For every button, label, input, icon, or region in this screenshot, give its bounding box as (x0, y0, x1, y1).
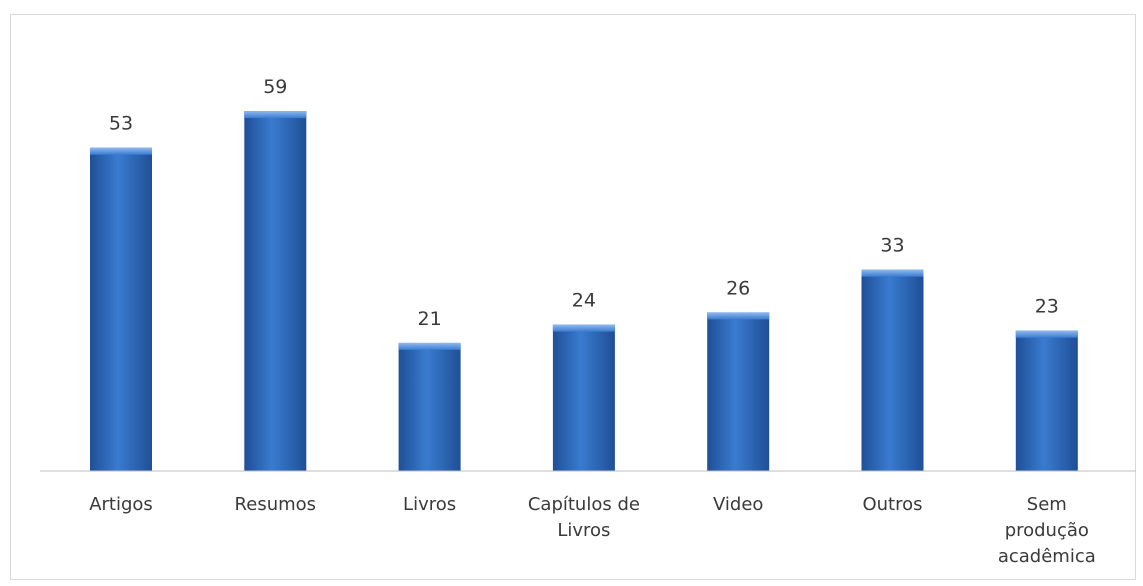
category-label-line: Capítulos de (528, 494, 640, 515)
category-label-4: Video (713, 494, 763, 515)
category-label-6: Sem produção acadêmica (998, 494, 1096, 567)
category-label-line: produção (1005, 520, 1089, 541)
bar-cap-1 (244, 111, 306, 118)
category-label-1: Resumos (235, 494, 316, 515)
bar-0 (90, 148, 152, 471)
category-label-2: Livros (403, 494, 456, 515)
category-label-line: Sem (1027, 494, 1067, 515)
category-label-line: Resumos (235, 494, 316, 515)
category-label-line: Livros (403, 494, 456, 515)
category-label-line: Artigos (89, 494, 153, 515)
labels-layer: 53 Artigos 59 Resumos 21 Livros 24 Capítulos de… (89, 76, 1096, 567)
category-label-0: Artigos (89, 494, 153, 515)
category-label-5: Outros (862, 494, 922, 515)
data-label-1: 59 (263, 76, 287, 98)
bar-2 (399, 343, 461, 471)
bar-cap-5 (862, 270, 924, 277)
category-label-3: Capítulos de Livros (528, 494, 640, 541)
bar-cap-2 (399, 343, 461, 350)
data-label-5: 33 (880, 235, 904, 257)
bar-1 (244, 111, 306, 471)
bar-cap-4 (707, 312, 769, 319)
category-label-line: Outros (862, 494, 922, 515)
bar-cap-0 (90, 148, 152, 155)
data-label-4: 26 (726, 277, 750, 299)
data-label-2: 21 (418, 308, 442, 330)
data-label-6: 23 (1035, 296, 1059, 318)
bar-cap-3 (553, 325, 615, 332)
category-label-line: acadêmica (998, 546, 1096, 567)
bar-3 (553, 325, 615, 471)
bar-cap-6 (1016, 331, 1078, 338)
category-label-line: Video (713, 494, 763, 515)
data-label-0: 53 (109, 113, 133, 135)
bar-5 (862, 270, 924, 471)
data-label-3: 24 (572, 290, 596, 312)
category-label-line: Livros (557, 520, 610, 541)
bar-4 (707, 312, 769, 471)
bar-6 (1016, 331, 1078, 471)
